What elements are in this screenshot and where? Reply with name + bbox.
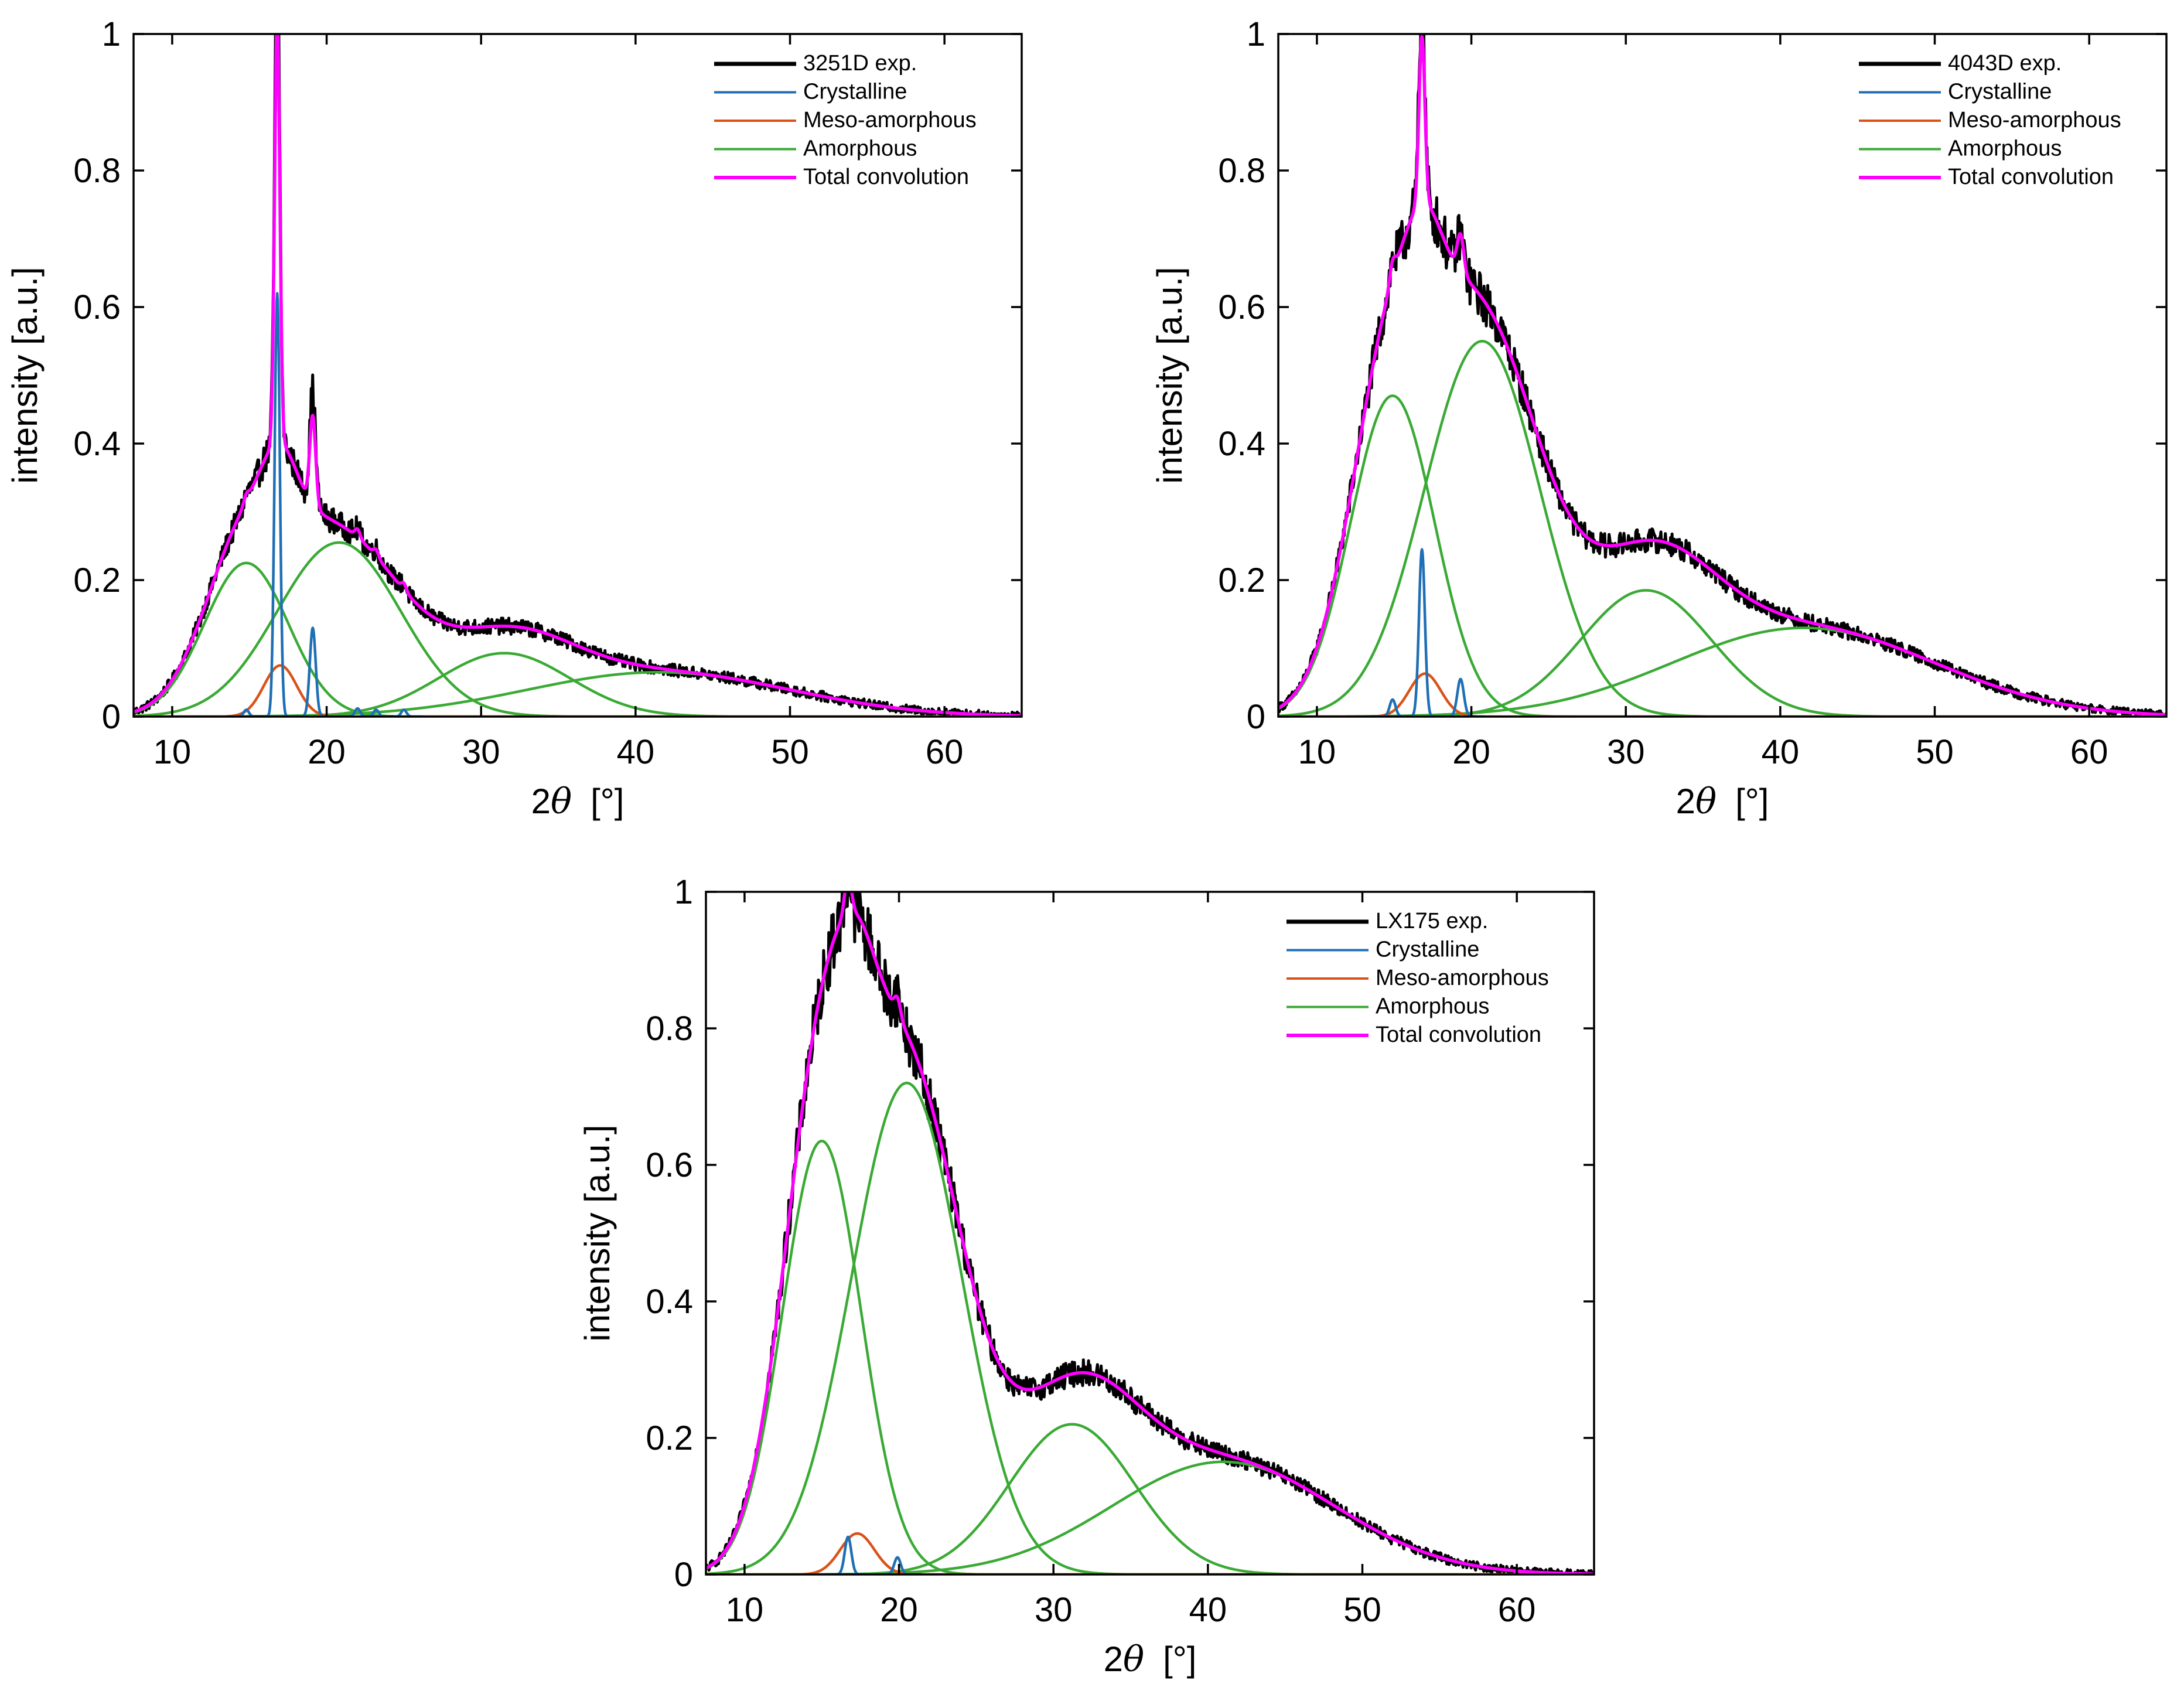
legend-entry-label: Amorphous bbox=[1948, 137, 2062, 161]
legend-entry-label: Crystalline bbox=[803, 80, 907, 104]
legend-entry-label: Meso-amorphous bbox=[1948, 108, 2121, 132]
legend-entry-label: Total convolution bbox=[1948, 165, 2114, 189]
total-convolution-line bbox=[1278, 35, 2166, 717]
x-tick-label: 60 bbox=[1498, 1591, 1536, 1629]
legend-entry-label: LX175 exp. bbox=[1376, 909, 1488, 933]
x-tick-label: 10 bbox=[153, 733, 192, 771]
meso-amorphous-component-line bbox=[706, 1532, 1594, 1574]
y-tick-label: 1 bbox=[674, 873, 693, 911]
x-axis-title-unit: [°] bbox=[1163, 1640, 1196, 1679]
y-tick-label: 0.6 bbox=[646, 1146, 693, 1184]
y-tick-label: 0.4 bbox=[646, 1283, 693, 1321]
x-axis-title-prefix: 2 bbox=[531, 782, 551, 821]
amorphous-component-line bbox=[706, 1460, 1594, 1574]
x-axis-title-unit: [°] bbox=[1735, 782, 1769, 821]
y-tick-label: 0.8 bbox=[73, 152, 121, 190]
legend-entry-label: Meso-amorphous bbox=[1376, 966, 1549, 990]
legend: LX175 exp. Crystalline Meso-amorphous Amorp… bbox=[1286, 909, 1549, 1047]
chart-panel-3251D: 10 20 30 40 50 60 0 0.2 0.4 0.6 0.8 1 2θ [°] intensity… bbox=[5, 15, 1023, 822]
amorphous-component-line bbox=[134, 561, 1022, 717]
amorphous-component-line bbox=[1278, 340, 2166, 717]
x-axis-title-symbol: θ bbox=[1123, 1639, 1144, 1680]
crystalline-component-line bbox=[1436, 677, 1485, 717]
axes-box bbox=[1277, 33, 2168, 718]
x-tick-label: 60 bbox=[926, 733, 964, 771]
y-axis-title: intensity [a.u.] bbox=[1150, 267, 1189, 483]
y-tick-label: 0 bbox=[1247, 698, 1265, 736]
x-axis-title-prefix: 2 bbox=[1104, 1640, 1123, 1679]
legend: 4043D exp. Crystalline Meso-amorphous Amorp… bbox=[1859, 51, 2121, 189]
axes-box bbox=[705, 891, 1595, 1576]
x-tick-label: 10 bbox=[726, 1591, 764, 1629]
y-tick-label: 1 bbox=[102, 15, 121, 53]
x-axis-title: 2θ [°] bbox=[1676, 781, 1769, 822]
x-axis-title: 2θ [°] bbox=[531, 781, 625, 822]
legend-entry-label: Amorphous bbox=[803, 137, 917, 161]
amorphous-component-line bbox=[1278, 394, 2166, 717]
y-axis-title: intensity [a.u.] bbox=[578, 1124, 617, 1341]
y-tick-label: 0.6 bbox=[1218, 288, 1265, 326]
x-tick-label: 10 bbox=[1298, 733, 1336, 771]
y-tick-label: 0 bbox=[674, 1556, 693, 1594]
x-axis-title-unit: [°] bbox=[591, 782, 624, 821]
legend-entry-label: 4043D exp. bbox=[1948, 51, 2062, 76]
y-tick-label: 0.8 bbox=[1218, 152, 1265, 190]
y-tick-label: 0.8 bbox=[646, 1010, 693, 1048]
crystalline-component-line bbox=[257, 292, 298, 717]
y-tick-label: 0.2 bbox=[1218, 561, 1265, 599]
y-tick-label: 0.4 bbox=[1218, 425, 1265, 463]
total-convolution-line bbox=[134, 34, 1022, 717]
legend-entry-label: Amorphous bbox=[1376, 994, 1489, 1019]
chart-panel-LX175: 10 20 30 40 50 60 0 0.2 0.4 0.6 0.8 1 2θ [°] intensity… bbox=[578, 873, 1595, 1680]
crystalline-component-line bbox=[337, 707, 378, 717]
x-tick-label: 50 bbox=[1916, 733, 1954, 771]
legend-entry-label: Meso-amorphous bbox=[803, 108, 977, 132]
x-tick-label: 50 bbox=[771, 733, 809, 771]
y-tick-label: 0.4 bbox=[73, 425, 121, 463]
x-axis-title-symbol: θ bbox=[1695, 781, 1717, 822]
crystalline-component-line bbox=[823, 1535, 873, 1574]
y-tick-label: 0.2 bbox=[73, 561, 121, 599]
x-tick-label: 30 bbox=[462, 733, 500, 771]
crystalline-component-line bbox=[384, 708, 424, 717]
chart-panel-4043D: 10 20 30 40 50 60 0 0.2 0.4 0.6 0.8 1 2θ [°] intensity… bbox=[1150, 15, 2168, 822]
crystalline-component-line bbox=[226, 708, 267, 717]
legend-entry-label: Total convolution bbox=[803, 165, 969, 189]
amorphous-component-line bbox=[706, 1081, 1594, 1574]
legend: 3251D exp. Crystalline Meso-amorphous Amorp… bbox=[714, 51, 977, 189]
x-tick-label: 30 bbox=[1607, 733, 1645, 771]
legend-entry-label: Crystalline bbox=[1948, 80, 2052, 104]
y-axis-title: intensity [a.u.] bbox=[5, 267, 45, 483]
crystalline-component-line bbox=[290, 626, 335, 717]
amorphous-component-line bbox=[706, 1140, 1594, 1574]
amorphous-component-line bbox=[134, 541, 1022, 717]
legend-entry-label: Crystalline bbox=[1376, 938, 1479, 962]
x-tick-label: 20 bbox=[308, 733, 346, 771]
y-tick-label: 0 bbox=[102, 698, 121, 736]
x-axis-title: 2θ [°] bbox=[1104, 1639, 1197, 1680]
axes-box bbox=[132, 33, 1023, 718]
x-tick-label: 40 bbox=[617, 733, 655, 771]
x-tick-label: 50 bbox=[1343, 1591, 1381, 1629]
y-tick-label: 1 bbox=[1247, 15, 1265, 53]
crystalline-component-line bbox=[1370, 698, 1415, 717]
x-tick-label: 40 bbox=[1762, 733, 1800, 771]
x-axis-title-prefix: 2 bbox=[1676, 782, 1695, 821]
x-tick-label: 60 bbox=[2070, 733, 2108, 771]
y-tick-label: 0.2 bbox=[646, 1419, 693, 1457]
x-axis-title-symbol: θ bbox=[551, 781, 572, 822]
x-tick-label: 20 bbox=[1452, 733, 1490, 771]
x-tick-label: 20 bbox=[880, 1591, 918, 1629]
crystalline-component-line bbox=[356, 708, 396, 717]
x-tick-label: 30 bbox=[1035, 1591, 1073, 1629]
x-tick-label: 40 bbox=[1189, 1591, 1227, 1629]
y-tick-label: 0.6 bbox=[73, 288, 121, 326]
legend-entry-label: Total convolution bbox=[1376, 1022, 1541, 1047]
legend-entry-label: 3251D exp. bbox=[803, 51, 917, 76]
crystalline-component-line bbox=[873, 1556, 922, 1574]
amorphous-component-line bbox=[1278, 626, 2166, 717]
crystalline-component-line bbox=[1400, 548, 1445, 717]
total-convolution-line bbox=[706, 892, 1594, 1574]
